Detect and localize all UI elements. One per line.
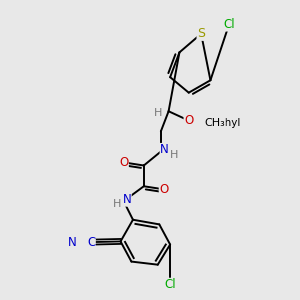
Text: C: C (87, 236, 95, 249)
Text: S: S (197, 27, 205, 40)
Text: CH₃: CH₃ (204, 118, 225, 128)
Text: H: H (170, 150, 178, 160)
Text: N: N (160, 143, 169, 157)
Text: H: H (112, 199, 121, 208)
Text: H: H (154, 108, 162, 118)
Text: O: O (184, 114, 194, 127)
Text: N: N (68, 236, 77, 249)
Text: methyl: methyl (204, 118, 240, 128)
Text: N: N (122, 193, 131, 206)
Text: Cl: Cl (164, 278, 176, 291)
Text: O: O (119, 156, 128, 169)
Text: Cl: Cl (223, 18, 235, 31)
Text: O: O (159, 183, 169, 196)
